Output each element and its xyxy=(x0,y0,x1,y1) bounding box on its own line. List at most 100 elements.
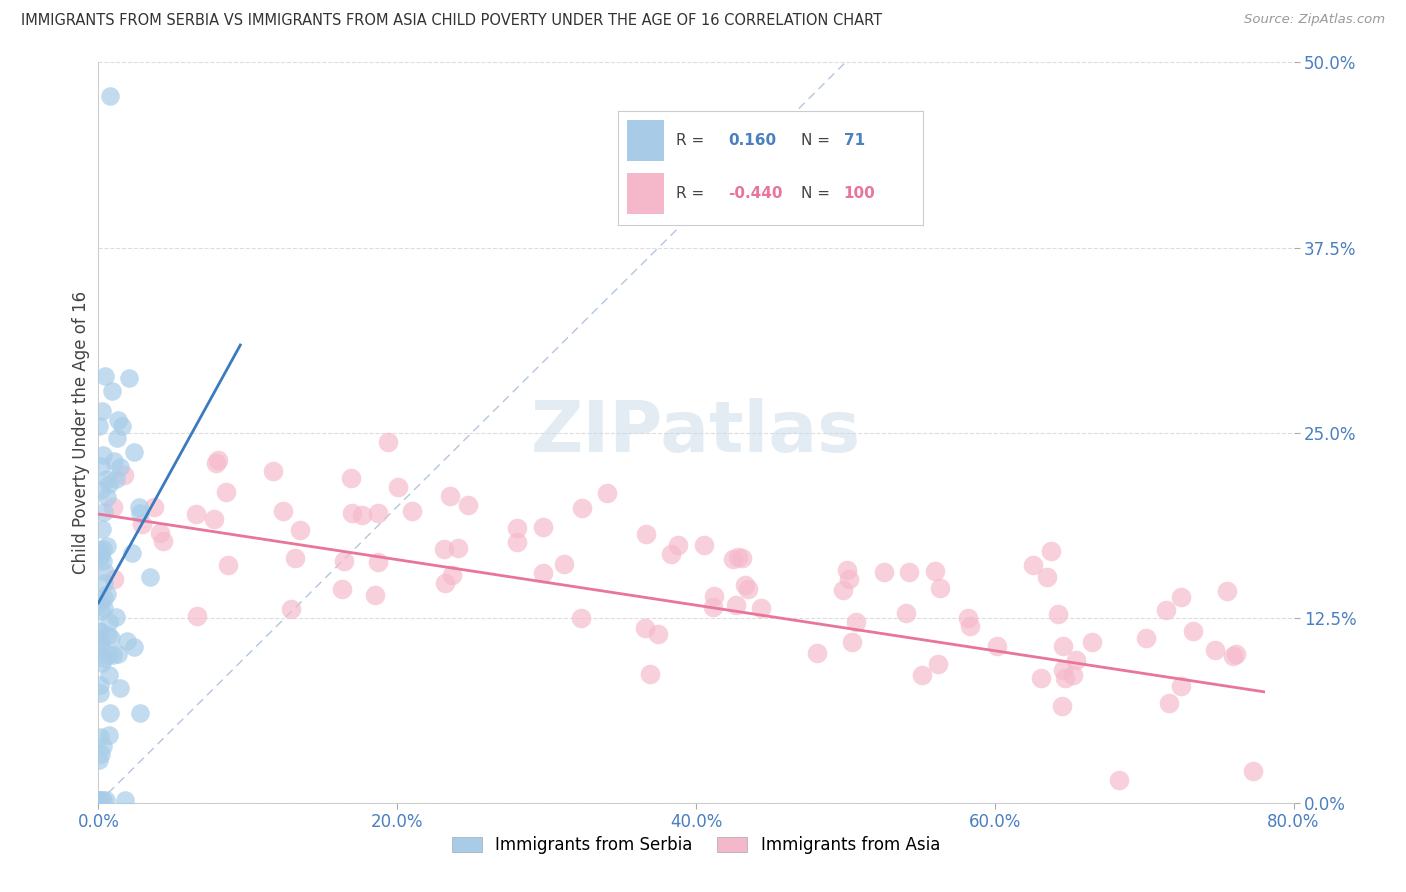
Point xyxy=(332,554,354,568)
Point xyxy=(107,413,129,427)
Point xyxy=(89,543,111,558)
Point xyxy=(1036,570,1059,584)
Point xyxy=(531,520,554,534)
Point xyxy=(96,491,118,505)
Point xyxy=(118,371,141,385)
Point xyxy=(262,464,284,478)
Point xyxy=(284,550,307,565)
Point xyxy=(97,628,120,642)
Point xyxy=(87,632,110,646)
Point xyxy=(91,651,114,665)
Point xyxy=(1052,663,1074,677)
Point xyxy=(94,565,117,579)
Point xyxy=(94,369,117,384)
Point xyxy=(111,419,134,434)
Point xyxy=(89,685,111,699)
Point xyxy=(956,611,979,625)
Point xyxy=(927,657,949,672)
Point xyxy=(98,615,121,629)
Point xyxy=(90,483,112,497)
Point xyxy=(553,557,575,571)
Point xyxy=(98,477,121,491)
Point xyxy=(91,521,114,535)
Point xyxy=(506,521,529,535)
Point xyxy=(90,793,112,807)
Point xyxy=(659,547,682,561)
Point xyxy=(1170,679,1192,693)
Point xyxy=(1170,590,1192,604)
Point xyxy=(1022,558,1045,572)
Text: IMMIGRANTS FROM SERBIA VS IMMIGRANTS FROM ASIA CHILD POVERTY UNDER THE AGE OF 16: IMMIGRANTS FROM SERBIA VS IMMIGRANTS FRO… xyxy=(21,13,882,29)
Point xyxy=(105,610,128,624)
Point xyxy=(387,480,409,494)
Point xyxy=(734,578,756,592)
Point xyxy=(129,507,152,521)
Point xyxy=(692,538,714,552)
Point xyxy=(806,646,828,660)
Point xyxy=(924,564,946,578)
Point xyxy=(149,526,172,541)
Legend: Immigrants from Serbia, Immigrants from Asia: Immigrants from Serbia, Immigrants from … xyxy=(446,830,946,861)
Point xyxy=(100,631,122,645)
Point xyxy=(1047,607,1070,621)
Point xyxy=(898,566,921,580)
Point xyxy=(115,634,138,648)
Point xyxy=(439,489,461,503)
Point xyxy=(330,582,353,596)
Point xyxy=(749,601,772,615)
Point xyxy=(112,467,135,482)
Point xyxy=(401,504,423,518)
Point xyxy=(434,575,457,590)
Point xyxy=(1031,671,1053,685)
Point xyxy=(1241,764,1264,778)
Point xyxy=(93,505,115,519)
Point xyxy=(91,554,114,568)
Point xyxy=(139,569,162,583)
Point xyxy=(93,600,115,615)
Y-axis label: Child Poverty Under the Age of 16: Child Poverty Under the Age of 16 xyxy=(72,291,90,574)
Point xyxy=(457,498,479,512)
Point xyxy=(271,504,294,518)
Point xyxy=(87,753,110,767)
Point xyxy=(89,625,111,640)
Point xyxy=(911,668,934,682)
Point xyxy=(1053,671,1076,685)
Point xyxy=(835,563,858,577)
Point xyxy=(90,747,112,761)
Point xyxy=(531,566,554,580)
Point xyxy=(91,448,114,462)
Point xyxy=(1225,647,1247,661)
Point xyxy=(143,500,166,515)
Point xyxy=(93,591,115,605)
Point xyxy=(725,598,748,612)
Point xyxy=(505,535,527,549)
Point xyxy=(340,471,363,485)
Point xyxy=(91,404,114,418)
Point xyxy=(1064,652,1087,666)
Point xyxy=(103,454,125,468)
Point xyxy=(1182,624,1205,638)
Point xyxy=(105,431,128,445)
Point xyxy=(1154,602,1177,616)
Point xyxy=(207,453,229,467)
Point xyxy=(838,573,860,587)
Point xyxy=(364,589,387,603)
Point xyxy=(647,627,669,641)
Point xyxy=(96,472,118,486)
Point xyxy=(217,558,239,573)
Point xyxy=(1080,635,1102,649)
Point xyxy=(114,793,136,807)
Point xyxy=(634,621,657,635)
Point xyxy=(90,549,112,563)
Point xyxy=(90,636,112,650)
Point xyxy=(1135,632,1157,646)
Point xyxy=(96,539,118,553)
Point xyxy=(832,582,855,597)
Point xyxy=(215,484,238,499)
Point xyxy=(90,459,112,474)
Point xyxy=(124,445,146,459)
Point xyxy=(93,576,115,591)
Point xyxy=(89,678,111,692)
Point xyxy=(89,639,111,653)
Point xyxy=(433,541,456,556)
